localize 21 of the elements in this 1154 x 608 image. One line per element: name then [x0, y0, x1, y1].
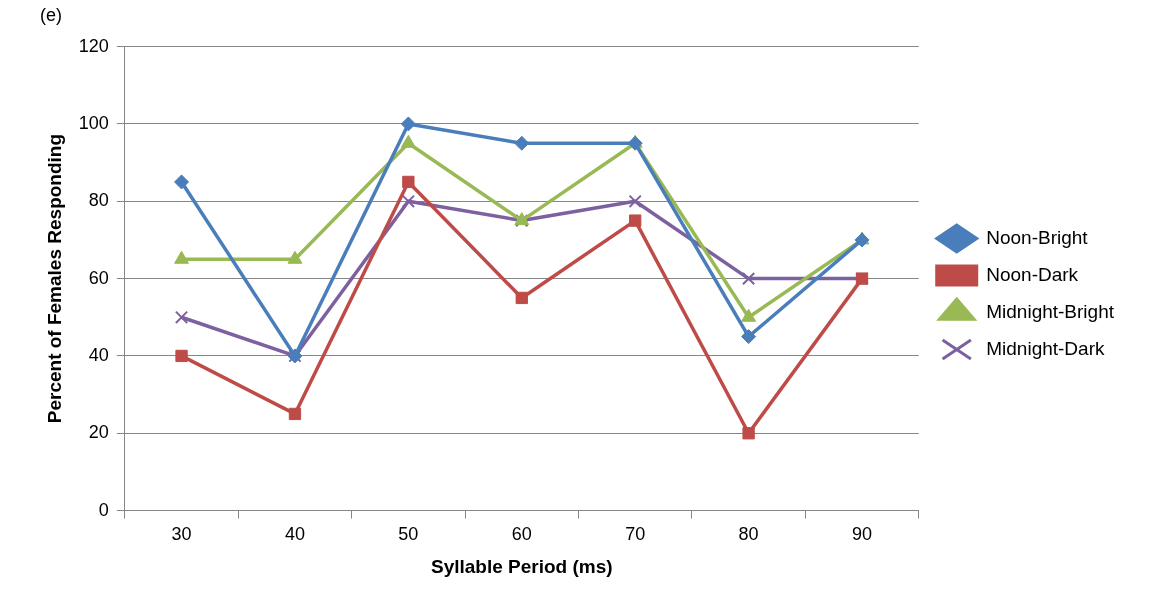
x-tick-label: 60: [511, 524, 532, 545]
x-tick-label: 70: [625, 524, 646, 545]
x-tick-label: 30: [171, 524, 192, 545]
y-tick-label: 80: [88, 190, 109, 211]
y-axis-title: Percent of Females Responding: [43, 133, 65, 424]
legend-label: Noon-Dark: [986, 263, 1079, 285]
legend-label: Midnight-Dark: [986, 337, 1105, 359]
y-tick-label: 0: [98, 499, 109, 520]
x-tick-label: 50: [398, 524, 419, 545]
x-tick-label: 80: [738, 524, 759, 545]
legend-label: Noon-Bright: [986, 226, 1089, 248]
x-tick-label: 90: [852, 524, 873, 545]
y-tick-label: 100: [78, 112, 109, 133]
chart-title: (e): [40, 4, 62, 25]
y-tick-label: 40: [88, 344, 109, 365]
x-axis-title: Syllable Period (ms): [430, 555, 613, 577]
legend-label: Midnight-Bright: [986, 300, 1115, 322]
y-tick-label: 120: [78, 35, 109, 56]
x-tick-label: 40: [284, 524, 305, 545]
y-tick-label: 20: [88, 422, 109, 443]
y-tick-label: 60: [88, 267, 109, 288]
